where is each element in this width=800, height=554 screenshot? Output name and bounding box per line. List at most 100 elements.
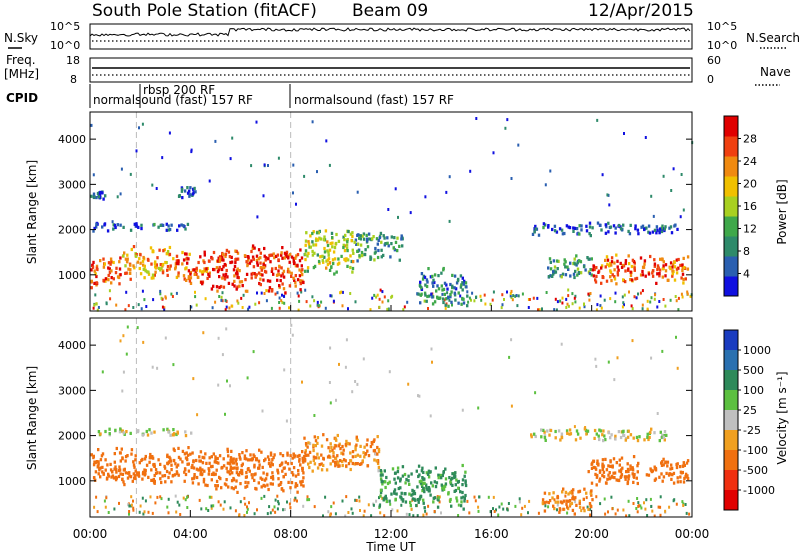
echo-cell [261,477,264,481]
sparse-cell [662,174,665,178]
echo-cell [596,221,600,225]
echo-cell [670,466,674,470]
echo-cell [345,257,348,261]
sparse-cell [616,356,619,360]
echo-cell [108,267,111,271]
echo-cell [443,484,446,488]
colorbar-tick-label: 1000 [743,344,771,357]
ground-scatter-cell [105,496,108,500]
echo-cell [150,468,153,472]
echo-cell [381,473,384,477]
echo-cell [613,275,616,279]
sparse-cell [335,398,337,402]
echo-cell [627,267,630,271]
echo-cell [344,459,347,463]
echo-cell [571,495,575,499]
colorbar-segment [724,196,738,217]
echo-cell [562,499,566,503]
echo-cell [658,274,661,278]
echo-cell [457,486,460,490]
echo-cell [138,257,141,261]
echo-cell [380,480,383,484]
echo-cell [223,482,227,486]
ground-scatter-cell [256,508,258,512]
echo-cell [437,496,440,500]
ground-scatter-cell [381,290,384,294]
echo-cell [116,275,120,279]
echo-cell [231,471,234,475]
echo-cell [275,254,278,258]
echo-cell [181,262,184,266]
echo-cell [135,222,138,226]
echo-cell [113,223,117,227]
echo-cell [352,260,355,264]
ground-scatter-cell [244,502,247,506]
echo-cell [438,296,441,300]
echo-cell [334,464,337,468]
echo-cell [222,273,225,277]
echo-cell [170,468,173,472]
echo-cell [622,278,625,282]
echo-cell [224,252,228,256]
ground-scatter-cell [178,503,181,507]
echo-cell [252,265,256,269]
sparse-cell [301,380,303,384]
echo-cell [143,471,147,476]
sparse-cell [224,412,226,416]
echo-cell [595,483,598,487]
echo-cell [568,226,572,230]
ground-scatter-cell [154,501,157,505]
echo-cell [367,454,371,458]
ground-scatter-cell [132,499,134,503]
echo-cell [582,265,586,269]
echo-cell [257,459,261,463]
echo-cell [661,435,664,439]
ground-scatter-cell [128,512,130,516]
echo-cell [598,437,601,442]
ground-scatter-cell [689,294,692,298]
echo-cell [423,506,426,510]
echo-cell [126,476,130,480]
ground-scatter-cell [403,305,406,309]
echo-cell [436,284,439,288]
echo-cell [199,459,202,463]
echo-cell [207,272,210,276]
ground-scatter-cell [489,302,492,306]
echo-cell [597,270,600,274]
echo-cell [337,444,341,448]
echo-cell [571,508,575,512]
echo-cell [625,470,628,474]
echo-cell [282,287,286,291]
echo-cell [115,266,118,270]
ground-scatter-cell [224,308,227,312]
echo-cell [283,256,286,260]
echo-cell [237,473,241,477]
echo-cell [312,458,315,462]
echo-cell [161,262,165,267]
echo-cell [239,457,242,461]
ground-scatter-cell [132,508,135,512]
ground-scatter-cell [248,305,251,309]
echo-cell [626,480,630,484]
echo-cell [287,267,290,271]
ground-scatter-cell [280,299,283,303]
echo-cell [369,257,372,261]
echo-cell [355,242,358,246]
echo-cell [457,301,460,305]
xtick-label: 12:00 [374,527,409,541]
echo-cell [431,484,434,488]
ground-scatter-cell [574,300,577,304]
echo-cell [216,456,219,461]
ground-scatter-cell [651,509,654,513]
echo-cell [272,252,275,256]
echo-cell [277,272,280,276]
ground-scatter-cell [614,512,617,516]
echo-cell [600,266,603,270]
echo-cell [185,278,188,282]
echo-cell [461,490,464,495]
echo-cell [564,260,567,264]
ytick-label: 4000 [58,133,86,146]
echo-cell [187,275,191,279]
ground-scatter-cell [636,497,639,500]
